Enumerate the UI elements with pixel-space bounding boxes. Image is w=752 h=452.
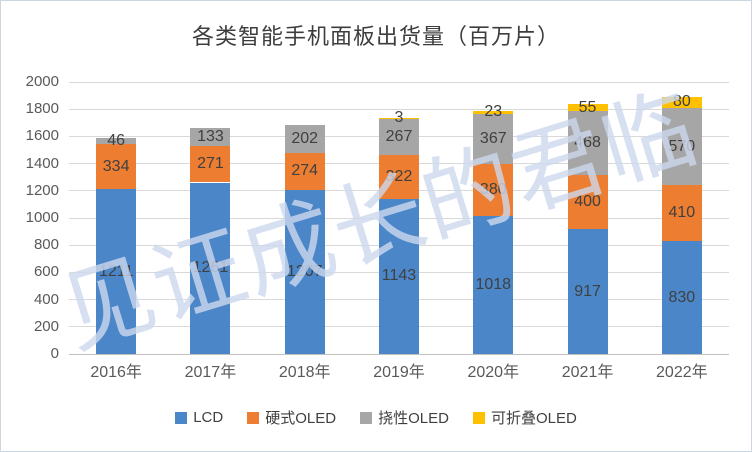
bar-segment-挠性OLED bbox=[473, 113, 514, 164]
bar-segment-硬式OLED bbox=[661, 185, 702, 242]
y-tick-label: 1800 bbox=[25, 100, 59, 118]
y-tick-label: 600 bbox=[33, 263, 59, 281]
x-tick-label: 2021年 bbox=[561, 364, 614, 381]
legend-swatch bbox=[472, 411, 485, 424]
bar-value-label: 1261 bbox=[192, 259, 229, 277]
bar-segment-可折叠OLED bbox=[661, 96, 702, 108]
bar-segment-挠性OLED bbox=[379, 118, 419, 155]
bar-value-label: 23 bbox=[484, 103, 503, 121]
bar-value-label: 334 bbox=[102, 157, 130, 175]
bar-segment-可折叠OLED bbox=[473, 110, 514, 114]
bar-value-label: 367 bbox=[479, 129, 507, 147]
bar-value-label: 1143 bbox=[381, 267, 417, 285]
bar-segment-挠性OLED bbox=[96, 137, 137, 144]
y-tick-label: 1600 bbox=[25, 127, 59, 145]
bar-value-label: 55 bbox=[578, 98, 597, 116]
legend-swatch bbox=[175, 411, 188, 424]
bar-value-label: 133 bbox=[197, 127, 224, 145]
bar-segment-LCD bbox=[96, 189, 137, 354]
x-tick-label: 2019年 bbox=[373, 364, 425, 381]
bar-value-label: 274 bbox=[291, 162, 319, 180]
bar-segment-硬式OLED bbox=[190, 145, 231, 183]
x-tick-label: 2020年 bbox=[467, 364, 520, 381]
legend: LCD 硬式OLED 挠性OLED 可折叠OLED bbox=[1, 407, 751, 428]
legend-label: LCD bbox=[193, 409, 224, 426]
bar-value-label: 267 bbox=[385, 127, 413, 145]
bar-segment-可折叠OLED bbox=[567, 103, 608, 112]
bar-value-label: 380 bbox=[479, 180, 507, 198]
bar-value-label: 468 bbox=[574, 134, 601, 152]
bar-segment-LCD bbox=[661, 241, 702, 354]
legend-item-可折叠OLED: 可折叠OLED bbox=[472, 407, 577, 428]
bar-value-label: 570 bbox=[668, 137, 696, 155]
bar-segment-硬式OLED bbox=[473, 163, 514, 216]
x-axis-line bbox=[69, 353, 729, 355]
bar-segment-LCD bbox=[190, 182, 231, 354]
y-tick-label: 400 bbox=[33, 290, 59, 308]
y-tick-label: 800 bbox=[33, 236, 59, 254]
bar-segment-LCD bbox=[379, 198, 419, 354]
bar-segment-LCD bbox=[567, 229, 608, 354]
bar-value-label: 1211 bbox=[98, 262, 134, 280]
bar-value-label: 917 bbox=[574, 282, 601, 300]
bar-segment-LCD bbox=[473, 215, 514, 354]
y-tick-label: 1200 bbox=[25, 181, 59, 199]
x-tick-label: 2016年 bbox=[90, 364, 142, 381]
bar-segment-硬式OLED bbox=[567, 174, 608, 230]
bar-value-label: 400 bbox=[574, 193, 601, 211]
bar-value-label: 202 bbox=[291, 129, 319, 147]
bar-segment-挠性OLED bbox=[190, 127, 231, 146]
bar-value-label: 322 bbox=[385, 167, 413, 185]
legend-label: 硬式OLED bbox=[265, 410, 337, 427]
legend-label: 挠性OLED bbox=[378, 410, 449, 427]
x-tick-label: 2017年 bbox=[184, 364, 237, 381]
bar-segment-LCD bbox=[284, 189, 325, 354]
bar-value-label: 830 bbox=[668, 288, 696, 306]
bar-segment-挠性OLED bbox=[661, 107, 702, 186]
bar-segment-挠性OLED bbox=[567, 111, 608, 175]
y-tick-label: 1000 bbox=[25, 209, 59, 226]
bar-value-label: 80 bbox=[672, 93, 691, 111]
bar-segment-硬式OLED bbox=[379, 154, 419, 199]
bar-segment-挠性OLED bbox=[284, 125, 325, 153]
y-tick-label: 2000 bbox=[25, 73, 59, 90]
legend-item-LCD: LCD bbox=[175, 409, 223, 426]
bar-value-label: 3 bbox=[394, 109, 404, 127]
chart-title: 各类智能手机面板出货量（百万片） bbox=[191, 24, 560, 49]
y-tick-label: 200 bbox=[33, 317, 59, 335]
legend-swatch bbox=[360, 411, 373, 424]
x-tick-label: 2018年 bbox=[278, 364, 331, 381]
bar-value-label: 46 bbox=[107, 131, 126, 149]
legend-item-硬式OLED: 硬式OLED bbox=[247, 407, 336, 428]
gridline bbox=[69, 81, 729, 83]
bar-segment-硬式OLED bbox=[284, 152, 325, 190]
gridline bbox=[69, 108, 729, 110]
bar-segment-硬式OLED bbox=[96, 143, 137, 190]
bar-value-label: 1018 bbox=[475, 275, 512, 293]
y-tick-label: 0 bbox=[50, 345, 59, 362]
y-tick-label: 1400 bbox=[25, 154, 59, 172]
bar-value-label: 271 bbox=[197, 155, 224, 173]
legend-swatch bbox=[247, 411, 260, 424]
legend-item-挠性OLED: 挠性OLED bbox=[360, 407, 449, 428]
bar-value-label: 410 bbox=[668, 204, 696, 222]
bar-value-label: 1207 bbox=[286, 262, 323, 280]
x-tick-label: 2022年 bbox=[656, 364, 708, 381]
legend-label: 可折叠OLED bbox=[490, 410, 577, 427]
